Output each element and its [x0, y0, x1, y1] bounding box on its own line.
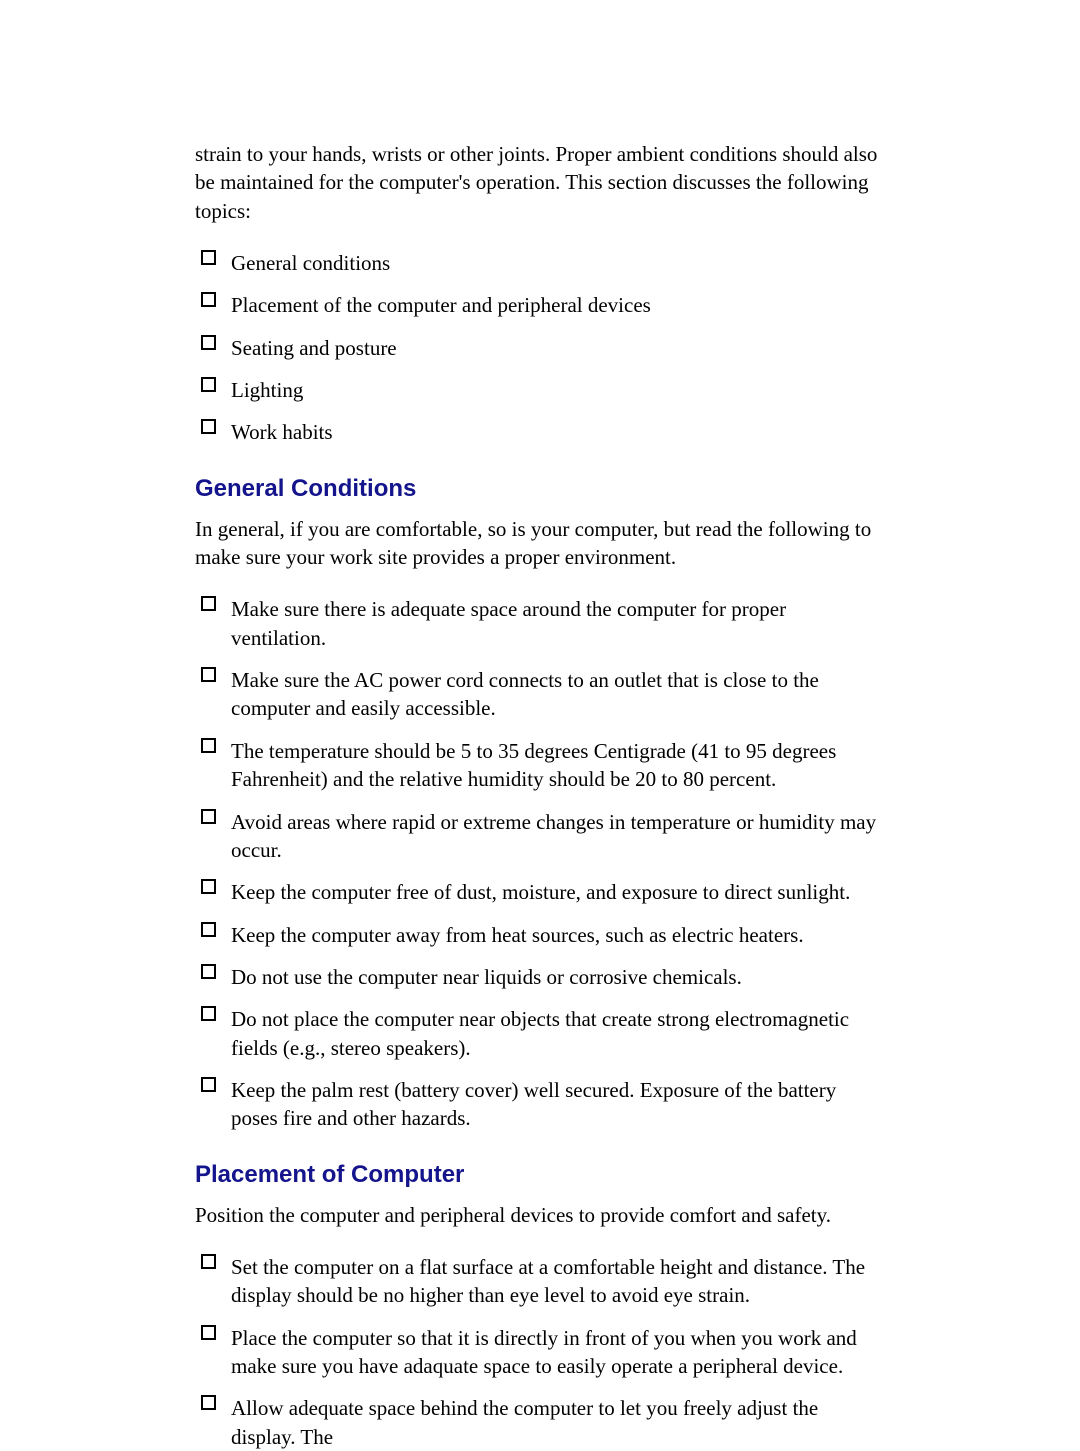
list-item-text: Keep the computer away from heat sources… — [231, 923, 804, 947]
list-item: Make sure the AC power cord connects to … — [195, 666, 885, 723]
list-item: Keep the palm rest (battery cover) well … — [195, 1076, 885, 1133]
list-item-text: Do not place the computer near objects t… — [231, 1007, 849, 1059]
section-paragraph: In general, if you are comfortable, so i… — [195, 515, 885, 572]
list-item: Avoid areas where rapid or extreme chang… — [195, 808, 885, 865]
list-item-text: Keep the computer free of dust, moisture… — [231, 880, 850, 904]
list-item: Do not place the computer near objects t… — [195, 1005, 885, 1062]
checkbox-icon — [201, 738, 216, 753]
list-item: Seating and posture — [195, 334, 885, 362]
intro-paragraph: strain to your hands, wrists or other jo… — [195, 140, 885, 225]
list-item: Keep the computer free of dust, moisture… — [195, 878, 885, 906]
list-item: Make sure there is adequate space around… — [195, 595, 885, 652]
checkbox-icon — [201, 419, 216, 434]
placement-list: Set the computer on a flat surface at a … — [195, 1253, 885, 1451]
checkbox-icon — [201, 335, 216, 350]
list-item-text: Allow adequate space behind the computer… — [231, 1396, 818, 1448]
list-item-text: Lighting — [231, 378, 303, 402]
checkbox-icon — [201, 1077, 216, 1092]
list-item-text: General conditions — [231, 251, 390, 275]
list-item-text: Avoid areas where rapid or extreme chang… — [231, 810, 876, 862]
checkbox-icon — [201, 250, 216, 265]
checkbox-icon — [201, 1254, 216, 1269]
checkbox-icon — [201, 964, 216, 979]
checkbox-icon — [201, 1006, 216, 1021]
list-item: Work habits — [195, 418, 885, 446]
checkbox-icon — [201, 1325, 216, 1340]
section-heading-general-conditions: General Conditions — [195, 475, 885, 503]
checkbox-icon — [201, 377, 216, 392]
list-item: Lighting — [195, 376, 885, 404]
checkbox-icon — [201, 596, 216, 611]
list-item: General conditions — [195, 249, 885, 277]
list-item: Allow adequate space behind the computer… — [195, 1394, 885, 1451]
checkbox-icon — [201, 292, 216, 307]
list-item: Do not use the computer near liquids or … — [195, 963, 885, 991]
list-item-text: Work habits — [231, 420, 333, 444]
section-heading-placement: Placement of Computer — [195, 1161, 885, 1189]
list-item-text: Set the computer on a flat surface at a … — [231, 1255, 865, 1307]
list-item: Placement of the computer and peripheral… — [195, 291, 885, 319]
checkbox-icon — [201, 922, 216, 937]
list-item-text: Place the computer so that it is directl… — [231, 1326, 857, 1378]
list-item-text: Seating and posture — [231, 336, 397, 360]
checkbox-icon — [201, 879, 216, 894]
list-item: Keep the computer away from heat sources… — [195, 921, 885, 949]
section-paragraph: Position the computer and peripheral dev… — [195, 1201, 885, 1229]
list-item: The temperature should be 5 to 35 degree… — [195, 737, 885, 794]
list-item-text: Placement of the computer and peripheral… — [231, 293, 651, 317]
list-item-text: Keep the palm rest (battery cover) well … — [231, 1078, 836, 1130]
list-item: Set the computer on a flat surface at a … — [195, 1253, 885, 1310]
general-conditions-list: Make sure there is adequate space around… — [195, 595, 885, 1132]
checkbox-icon — [201, 809, 216, 824]
list-item-text: Do not use the computer near liquids or … — [231, 965, 742, 989]
topics-list: General conditions Placement of the comp… — [195, 249, 885, 447]
document-page: strain to your hands, wrists or other jo… — [0, 0, 1080, 1451]
list-item-text: The temperature should be 5 to 35 degree… — [231, 739, 836, 791]
checkbox-icon — [201, 1395, 216, 1410]
list-item-text: Make sure there is adequate space around… — [231, 597, 786, 649]
checkbox-icon — [201, 667, 216, 682]
list-item: Place the computer so that it is directl… — [195, 1324, 885, 1381]
list-item-text: Make sure the AC power cord connects to … — [231, 668, 819, 720]
